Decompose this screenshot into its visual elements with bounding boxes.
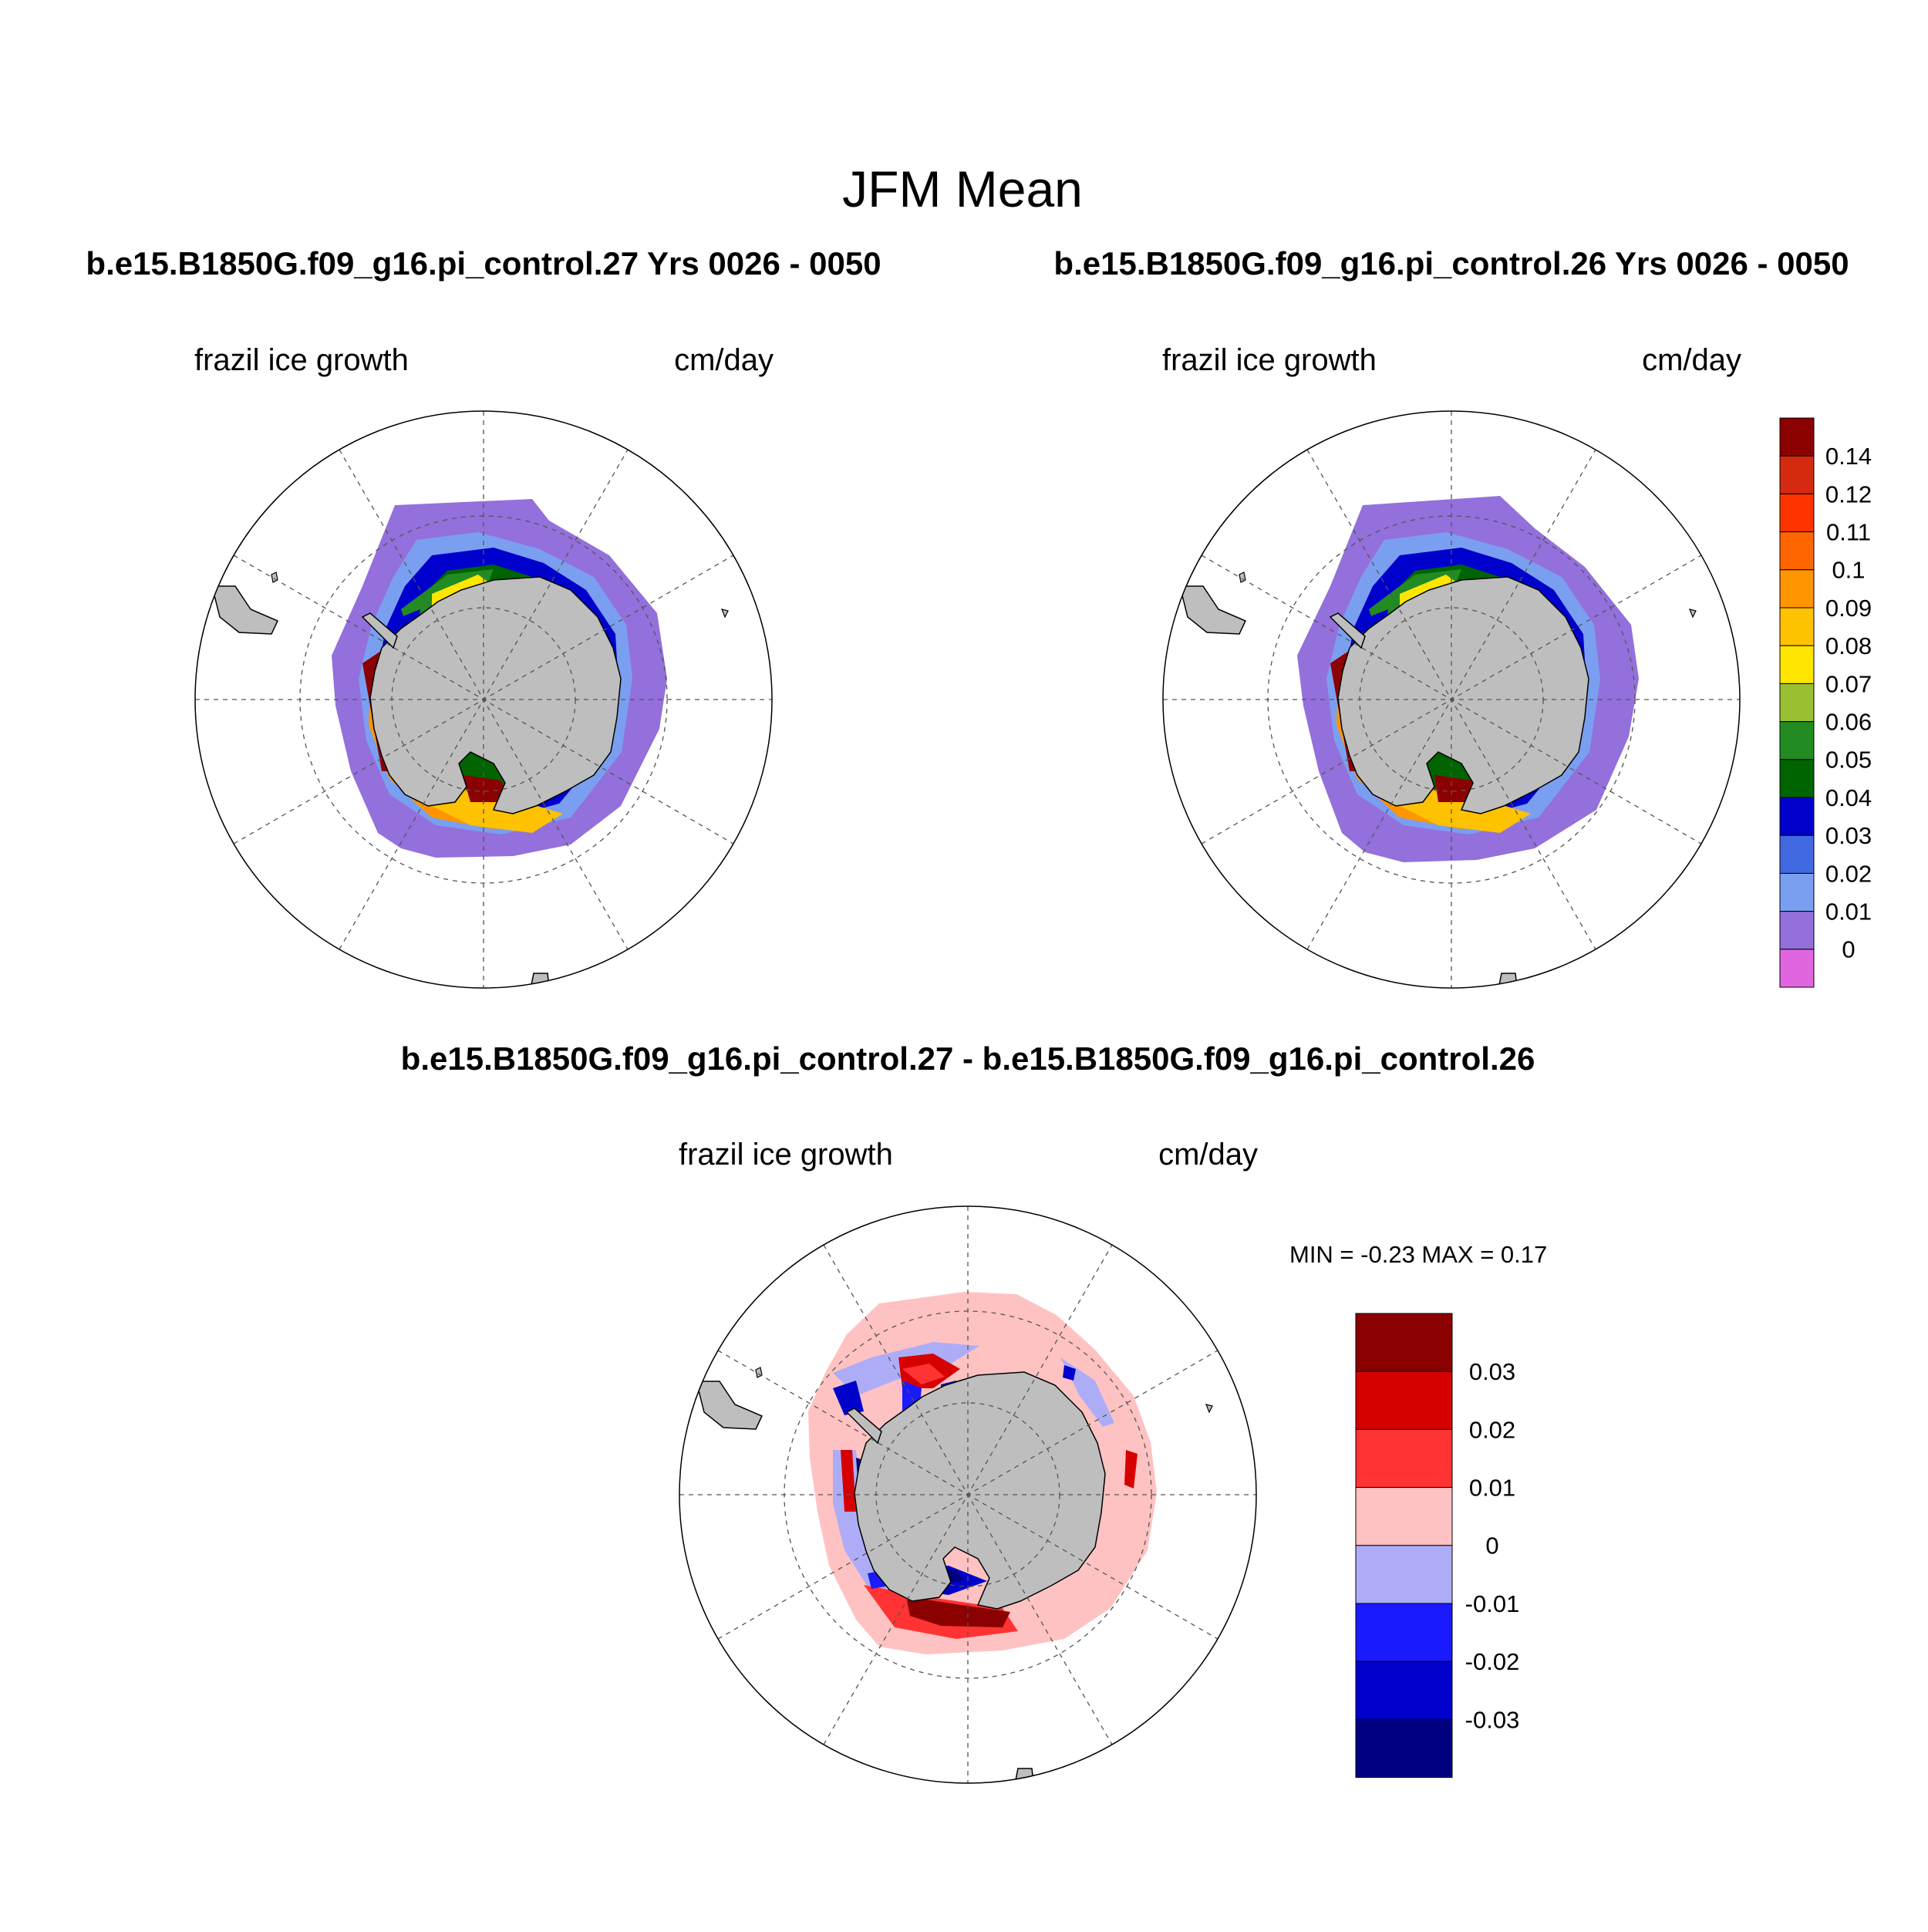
colorbar-swatch [1355,1371,1453,1430]
variable-label-top-right: frazil ice growth [1162,343,1377,377]
antarctica-land [696,1367,1213,1783]
colorbar-swatch [1779,455,1815,494]
colorbar-tick-label: 0.02 [1469,1416,1515,1443]
colorbar-swatch [1779,493,1815,533]
colorbar-swatch [1355,1603,1453,1662]
colorbar-swatch [1355,1718,1453,1779]
colorbar-tick-label: -0.03 [1465,1706,1520,1733]
colorbar-swatch [1779,417,1815,457]
colorbar-swatch [1779,911,1815,950]
colorbar-swatch [1355,1661,1453,1720]
colorbar-tick-label: 0.07 [1825,670,1872,697]
colorbar-main: 0.14 0.12 0.11 0.1 0.09 0.08 0.07 0.06 0.05 0.04 0… [1779,417,1872,988]
colorbar-swatch [1779,797,1815,836]
units-label-top-left: cm/day [674,343,774,377]
colorbar-tick-label: 0.01 [1469,1474,1515,1501]
colorbar-tick-label: 0 [1485,1532,1498,1559]
polar-map-difference [679,1205,1257,1784]
antarctica-land [1179,572,1697,988]
colorbar-tick-label: 0.03 [1825,822,1872,849]
colorbar-swatch [1779,872,1815,912]
colorbar-tick-label: 0.04 [1825,784,1872,811]
min-max-readout: MIN = -0.23 MAX = 0.17 [1289,1241,1547,1268]
colorbar-tick-label: 0.09 [1825,595,1872,622]
colorbar-tick-label: 0.08 [1825,632,1872,659]
units-label-top-right: cm/day [1642,343,1741,377]
case-title-top-left: b.e15.B1850G.f09_g16.pi_control.27 Yrs 0… [86,245,881,282]
antarctica-land [211,572,729,988]
colorbar-tick-label: 0.01 [1825,898,1872,925]
panel-difference: b.e15.B1850G.f09_g16.pi_control.27 - b.e… [401,1040,1547,1784]
polar-map-top-left [194,410,773,989]
colorbar-swatch [1779,607,1815,646]
graticule-lines [679,1206,1256,1783]
colorbar-swatch [1779,645,1815,684]
colorbar-tick-label: -0.01 [1465,1590,1520,1617]
polar-map-top-right [1162,410,1741,989]
colorbar-swatch [1355,1313,1453,1372]
colorbar-swatch [1779,835,1815,874]
colorbar-tick-label: 0.02 [1825,860,1872,887]
colorbar-tick-label: 0 [1842,936,1855,963]
colorbar-tick-label: 0.14 [1825,443,1872,470]
colorbar-tick-label: 0.05 [1825,747,1872,774]
graticule-lines [195,411,772,988]
colorbar-tick-label: 0.11 [1826,518,1871,545]
panel-top-right: b.e15.B1850G.f09_g16.pi_control.26 Yrs 0… [1053,245,1872,989]
colorbar-swatch [1779,721,1815,760]
graticule-lines [1163,411,1740,988]
colorbar-swatch [1779,569,1815,609]
figure-title: JFM Mean [842,160,1083,217]
colorbar-difference: 0.03 0.02 0.01 0 -0.01 -0.02 -0.03 [1355,1313,1520,1779]
colorbar-tick-label: 0.12 [1825,480,1872,507]
colorbar-swatch [1779,683,1815,723]
map-border [194,410,773,989]
map-border [679,1205,1257,1784]
colorbar-swatch [1355,1428,1453,1489]
colorbar-tick-label: 0.06 [1825,708,1872,735]
variable-label-top-left: frazil ice growth [194,343,409,377]
colorbar-tick-label: 0.03 [1469,1358,1515,1385]
colorbar-swatch [1355,1487,1453,1546]
map-border [1162,410,1741,989]
units-label-difference: cm/day [1158,1138,1258,1172]
colorbar-swatch [1779,531,1815,571]
colorbar-tick-label: 0.1 [1832,557,1865,584]
colorbar-tick-label: -0.02 [1465,1648,1520,1675]
colorbar-swatch [1779,949,1815,988]
colorbar-swatch [1355,1545,1453,1604]
case-title-top-right: b.e15.B1850G.f09_g16.pi_control.26 Yrs 0… [1053,245,1849,282]
variable-label-difference: frazil ice growth [679,1138,893,1172]
colorbar-swatch [1779,759,1815,798]
case-title-difference: b.e15.B1850G.f09_g16.pi_control.27 - b.e… [401,1040,1535,1077]
panel-top-left: b.e15.B1850G.f09_g16.pi_control.27 Yrs 0… [86,245,881,989]
